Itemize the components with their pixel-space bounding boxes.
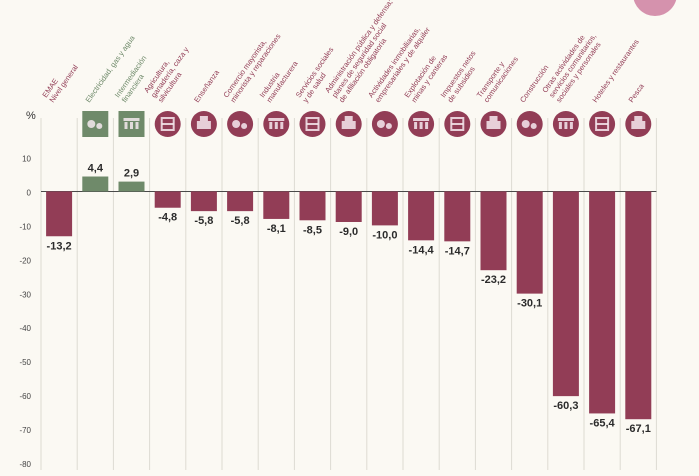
y-tick-label: -50 — [19, 358, 31, 367]
bar — [82, 176, 109, 192]
bar — [589, 191, 616, 414]
tractor-icon — [82, 111, 109, 137]
bar — [371, 191, 398, 226]
y-tick-label: -60 — [19, 392, 31, 401]
bank-icon — [118, 111, 145, 137]
education-icon — [190, 111, 217, 137]
bar — [154, 191, 181, 208]
data-label: -13,2 — [47, 240, 72, 252]
real-estate-icon — [371, 111, 398, 137]
y-tick-label: 10 — [22, 155, 31, 164]
bar — [444, 191, 471, 242]
decorative-circle — [633, 0, 677, 16]
transport-icon — [480, 111, 507, 137]
bar — [263, 191, 290, 219]
bar — [625, 191, 652, 420]
data-label: -14,4 — [409, 244, 435, 256]
data-label: -8,5 — [303, 224, 322, 236]
bar — [335, 191, 362, 222]
mining-icon — [408, 111, 435, 137]
category-label-line: Pesca — [627, 81, 647, 104]
data-label: -5,8 — [194, 215, 213, 227]
data-label: 4,4 — [88, 163, 104, 175]
y-tick-label: 0 — [27, 188, 32, 197]
y-tick-label: -80 — [19, 460, 31, 469]
agriculture-icon — [154, 111, 181, 137]
y-tick-label: -30 — [19, 290, 31, 299]
y-tick-label: -70 — [19, 426, 31, 435]
bar — [118, 181, 145, 192]
bar — [190, 191, 217, 212]
government-icon — [335, 111, 362, 137]
data-label: -67,1 — [626, 423, 651, 435]
bar — [227, 191, 254, 212]
bar — [408, 191, 435, 241]
construction-icon — [516, 111, 543, 137]
data-label: -9,0 — [339, 226, 358, 238]
commerce-icon — [227, 111, 254, 137]
health-icon — [299, 111, 326, 137]
bar — [299, 191, 326, 221]
data-label: -5,8 — [231, 215, 250, 227]
bar — [480, 191, 507, 271]
data-label: 2,9 — [124, 168, 139, 180]
fishing-icon — [625, 111, 652, 137]
data-label: -4,8 — [158, 212, 177, 224]
y-tick-label: -10 — [19, 222, 31, 231]
category-label: Enseñanza — [192, 68, 221, 105]
bar — [516, 191, 543, 294]
taxes-icon — [444, 111, 471, 137]
y-tick-label: -20 — [19, 256, 31, 265]
category-label-line: Enseñanza — [192, 68, 221, 105]
data-label: -60,3 — [553, 400, 578, 412]
data-label: -30,1 — [517, 298, 542, 310]
category-label: Agricultura,ganadería, caza ysilvicultur… — [142, 40, 198, 104]
data-label: -10,0 — [372, 229, 397, 241]
data-label: -14,7 — [445, 245, 470, 257]
industry-icon — [263, 111, 290, 137]
data-label: -23,2 — [481, 274, 506, 286]
bar — [552, 191, 579, 397]
y-axis-unit-label: % — [26, 110, 36, 122]
category-label: Pesca — [627, 81, 647, 104]
data-label: -65,4 — [590, 417, 616, 429]
hotel-icon — [589, 111, 616, 137]
category-label: Transporte ycomunicaciones — [475, 50, 520, 104]
category-label: EMAENivel general — [40, 58, 80, 104]
data-label: -8,1 — [267, 223, 286, 235]
y-tick-label: -40 — [19, 324, 31, 333]
bar — [46, 191, 73, 237]
community-services-icon — [552, 111, 579, 137]
